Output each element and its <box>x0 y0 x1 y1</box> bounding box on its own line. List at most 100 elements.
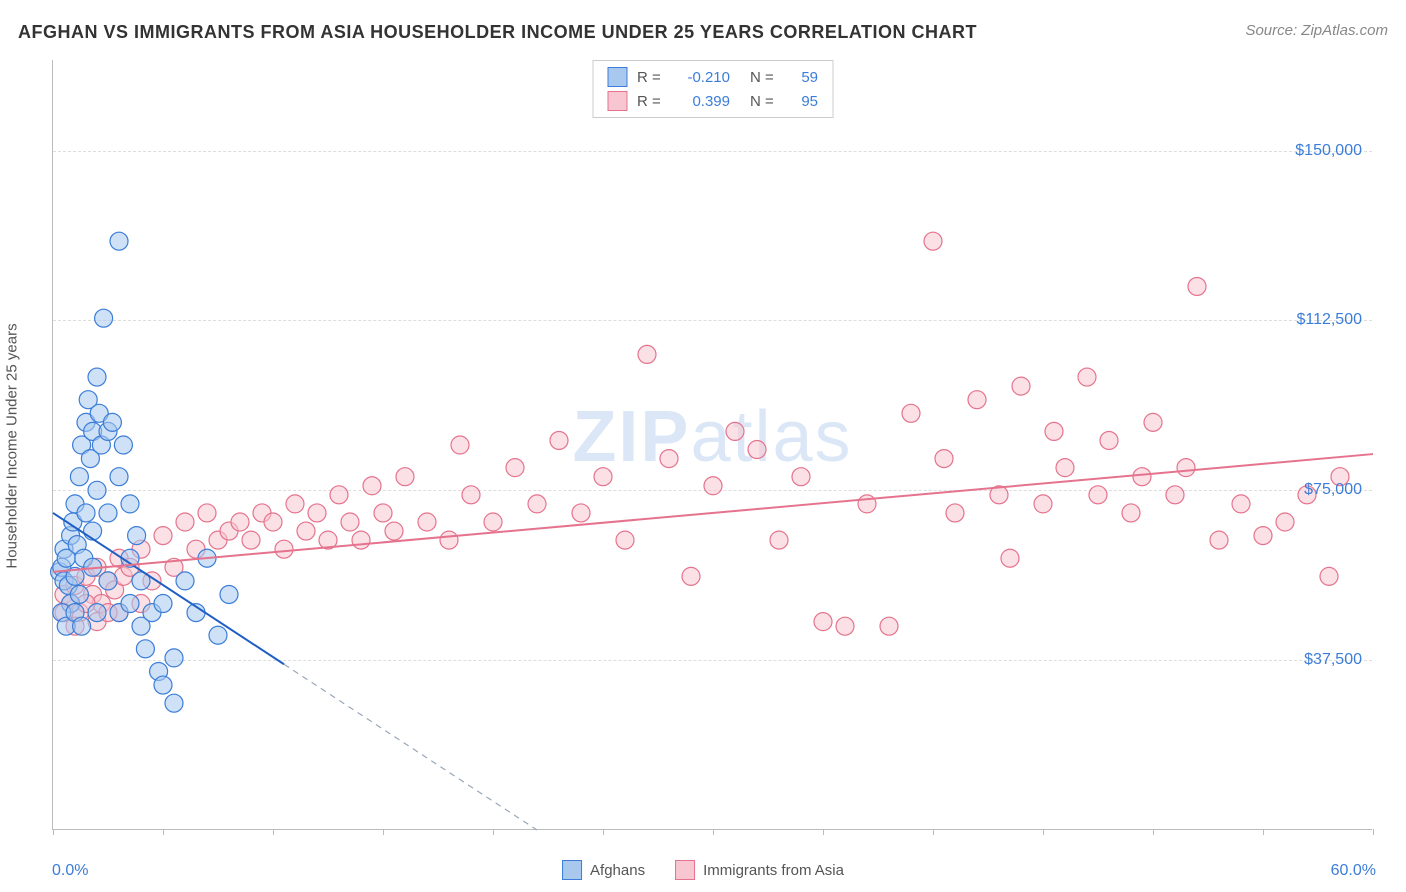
scatter-point <box>110 232 128 250</box>
xtick <box>273 829 274 835</box>
scatter-point <box>1166 486 1184 504</box>
x-axis-max-label: 60.0% <box>1331 862 1376 880</box>
scatter-point <box>418 513 436 531</box>
xtick <box>1153 829 1154 835</box>
scatter-point <box>176 513 194 531</box>
scatter-point <box>880 617 898 635</box>
xtick <box>383 829 384 835</box>
n-label: N = <box>750 69 778 86</box>
source-label: Source: ZipAtlas.com <box>1245 22 1388 39</box>
scatter-point <box>242 531 260 549</box>
r-label: R = <box>637 69 665 86</box>
r-value: 0.399 <box>675 93 730 110</box>
ytick-label: $112,500 <box>1296 311 1362 329</box>
scatter-point <box>264 513 282 531</box>
scatter-point <box>308 504 326 522</box>
scatter-point <box>484 513 502 531</box>
scatter-point <box>792 468 810 486</box>
legend-item-1: Immigrants from Asia <box>675 860 844 880</box>
scatter-point <box>1078 368 1096 386</box>
scatter-point <box>70 585 88 603</box>
legend-label: Immigrants from Asia <box>703 862 844 879</box>
scatter-point <box>1177 459 1195 477</box>
n-label: N = <box>750 93 778 110</box>
scatter-point <box>154 527 172 545</box>
scatter-point <box>440 531 458 549</box>
scatter-point <box>451 436 469 454</box>
x-axis-min-label: 0.0% <box>52 862 88 880</box>
scatter-point <box>1188 277 1206 295</box>
scatter-point <box>506 459 524 477</box>
scatter-point <box>88 368 106 386</box>
xtick <box>1043 829 1044 835</box>
scatter-point <box>154 676 172 694</box>
scatter-point <box>682 567 700 585</box>
scatter-point <box>924 232 942 250</box>
scatter-point <box>77 504 95 522</box>
scatter-svg <box>53 60 1372 829</box>
scatter-point <box>726 422 744 440</box>
scatter-point <box>1100 431 1118 449</box>
scatter-point <box>121 595 139 613</box>
scatter-point <box>935 450 953 468</box>
xtick <box>493 829 494 835</box>
legend-label: Afghans <box>590 862 645 879</box>
scatter-point <box>572 504 590 522</box>
plot-area: ZIPatlas R = -0.210 N = 59 R = 0.399 N =… <box>52 60 1372 830</box>
scatter-point <box>1012 377 1030 395</box>
scatter-point <box>1144 413 1162 431</box>
scatter-point <box>1232 495 1250 513</box>
scatter-point <box>88 604 106 622</box>
scatter-point <box>99 572 117 590</box>
r-label: R = <box>637 93 665 110</box>
ytick-label: $150,000 <box>1295 142 1362 160</box>
ytick-label: $37,500 <box>1304 651 1362 669</box>
scatter-point <box>154 595 172 613</box>
scatter-point <box>341 513 359 531</box>
scatter-point <box>88 481 106 499</box>
scatter-point <box>1089 486 1107 504</box>
scatter-point <box>968 391 986 409</box>
ytick-label: $75,000 <box>1304 481 1362 499</box>
scatter-point <box>95 309 113 327</box>
scatter-point <box>858 495 876 513</box>
scatter-point <box>363 477 381 495</box>
scatter-point <box>594 468 612 486</box>
scatter-point <box>814 613 832 631</box>
scatter-point <box>528 495 546 513</box>
scatter-point <box>110 468 128 486</box>
stats-legend-box: R = -0.210 N = 59 R = 0.399 N = 95 <box>592 60 833 118</box>
scatter-point <box>1122 504 1140 522</box>
scatter-point <box>297 522 315 540</box>
bottom-legend: Afghans Immigrants from Asia <box>562 860 844 880</box>
scatter-point <box>352 531 370 549</box>
scatter-point <box>1001 549 1019 567</box>
legend-item-0: Afghans <box>562 860 645 880</box>
scatter-point <box>946 504 964 522</box>
scatter-point <box>1210 531 1228 549</box>
scatter-point <box>638 345 656 363</box>
scatter-point <box>286 495 304 513</box>
scatter-point <box>704 477 722 495</box>
scatter-point <box>103 413 121 431</box>
xtick <box>1263 829 1264 835</box>
swatch-icon <box>675 860 695 880</box>
xtick <box>1373 829 1374 835</box>
xtick <box>823 829 824 835</box>
n-value: 59 <box>788 69 818 86</box>
scatter-point <box>1056 459 1074 477</box>
stats-row-series-1: R = 0.399 N = 95 <box>593 89 832 113</box>
scatter-point <box>165 694 183 712</box>
scatter-point <box>275 540 293 558</box>
xtick <box>53 829 54 835</box>
trend-line <box>53 454 1373 572</box>
scatter-point <box>462 486 480 504</box>
y-axis-label: Householder Income Under 25 years <box>4 323 21 568</box>
stats-row-series-0: R = -0.210 N = 59 <box>593 65 832 89</box>
r-value: -0.210 <box>675 69 730 86</box>
scatter-point <box>1320 567 1338 585</box>
scatter-point <box>385 522 403 540</box>
scatter-point <box>616 531 634 549</box>
scatter-point <box>902 404 920 422</box>
trend-line-dashed <box>284 664 537 830</box>
